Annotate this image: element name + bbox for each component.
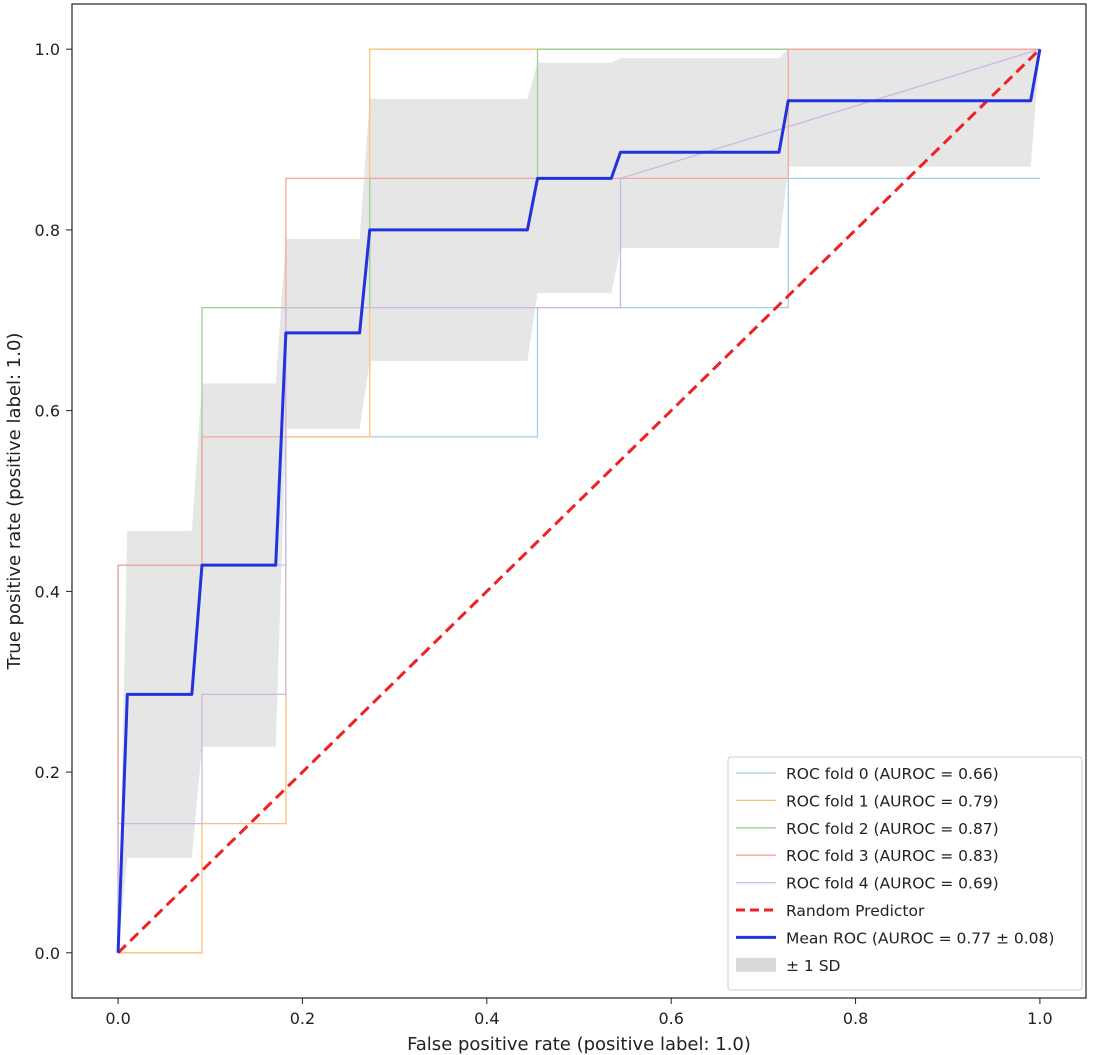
- series-layer: [116, 48, 1042, 954]
- y-tick-label: 0.6: [35, 402, 60, 421]
- legend: ROC fold 0 (AUROC = 0.66) ROC fold 1 (AUR…: [727, 756, 1083, 991]
- y-tick-label: 1.0: [35, 40, 60, 59]
- x-axis-label: False positive rate (positive label: 1.0…: [407, 1034, 751, 1055]
- legend-label-3: ROC fold 3 (AUROC = 0.83): [786, 847, 999, 865]
- legend-label-2: ROC fold 2 (AUROC = 0.87): [786, 820, 999, 838]
- plot-frame: [71, 3, 1087, 999]
- legend-label-4: ROC fold 4 (AUROC = 0.69): [786, 875, 999, 893]
- legend-box: [727, 756, 1083, 991]
- legend-label-7: ± 1 SD: [786, 957, 841, 975]
- x-tick-label: 0.6: [658, 1009, 683, 1028]
- legend-label-0: ROC fold 0 (AUROC = 0.66): [786, 765, 999, 783]
- ticks-layer: 0.0 0.2 0.4 0.6 0.8 1.0 0.0 0.2 0.4 0.6 0.8 1.0: [35, 40, 1053, 1028]
- sd-band: [118, 49, 1040, 953]
- x-tick-label: 0.0: [105, 1009, 130, 1028]
- sd-band-layer: [118, 49, 1040, 953]
- legend-swatch-sd: [736, 957, 776, 972]
- y-tick-label: 0.0: [35, 944, 60, 963]
- legend-label-5: Random Predictor: [786, 902, 925, 920]
- y-tick-label: 0.2: [35, 763, 60, 782]
- y-axis-label: True positive rate (positive label: 1.0): [4, 333, 25, 671]
- roc-fold-line-4: [117, 48, 1041, 953]
- mean-roc-line: [116, 48, 1042, 953]
- legend-label-1: ROC fold 1 (AUROC = 0.79): [786, 792, 999, 810]
- x-tick-label: 1.0: [1027, 1009, 1052, 1028]
- legend-label-6: Mean ROC (AUROC = 0.77 ± 0.08): [786, 929, 1054, 947]
- y-tick-label: 0.8: [35, 221, 60, 240]
- random-predictor-line: [117, 48, 1041, 954]
- x-tick-label: 0.2: [290, 1009, 315, 1028]
- x-tick-label: 0.8: [843, 1009, 868, 1028]
- x-tick-label: 0.4: [474, 1009, 499, 1028]
- y-tick-label: 0.4: [35, 582, 60, 601]
